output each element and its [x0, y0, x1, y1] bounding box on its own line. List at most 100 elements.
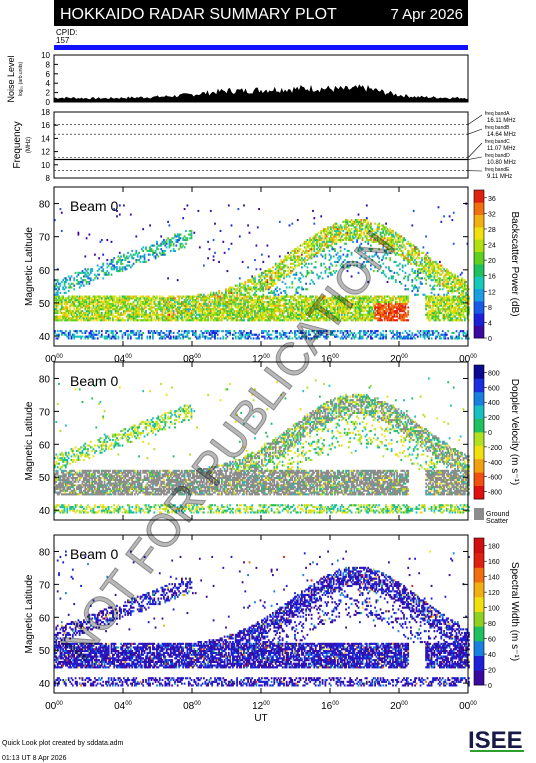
scatter-cell	[99, 335, 102, 338]
scatter-cell	[121, 266, 124, 269]
scatter-cell	[80, 310, 82, 313]
scatter-cell	[219, 229, 222, 233]
scatter-cell	[127, 317, 129, 320]
scatter-cell	[54, 297, 56, 300]
scatter-cell	[160, 310, 163, 313]
scatter-cell	[143, 255, 146, 258]
scatter-cell	[301, 251, 303, 254]
scatter-cell	[186, 331, 189, 335]
scatter-cell	[193, 331, 196, 335]
scatter-cell	[81, 295, 84, 298]
scatter-cell	[408, 333, 411, 336]
scatter-cell	[266, 244, 269, 247]
scatter-cell	[95, 308, 98, 311]
scatter-cell	[167, 317, 169, 320]
scatter-cell	[118, 299, 121, 302]
scatter-cell	[198, 315, 201, 318]
scatter-cell	[178, 248, 180, 251]
scatter-cell	[218, 260, 220, 264]
scatter-cell	[81, 304, 84, 307]
scatter-cell	[160, 299, 163, 302]
scatter-cell	[165, 330, 168, 333]
scatter-cell	[182, 308, 185, 311]
scatter-cell	[67, 333, 70, 336]
scatter-cell	[182, 295, 185, 298]
scatter-cell	[200, 308, 203, 311]
scatter-cell	[95, 333, 98, 336]
scatter-cell	[197, 295, 200, 298]
scatter-cell	[131, 304, 134, 307]
scatter-cell	[73, 304, 76, 307]
scatter-cell	[55, 291, 58, 294]
scatter-cell	[71, 311, 74, 315]
scatter-cell	[299, 280, 302, 284]
scatter-cell	[94, 337, 96, 340]
scatter-cell	[94, 317, 96, 320]
scatter-cell	[160, 337, 163, 340]
scatter-cell	[142, 319, 145, 322]
scatter-cell	[81, 313, 84, 316]
scatter-cell	[132, 331, 135, 335]
scatter-cell	[164, 249, 167, 253]
scatter-cell	[187, 337, 190, 340]
scatter-cell	[149, 315, 151, 318]
scatter-cell	[128, 260, 131, 264]
scatter-cell	[320, 271, 323, 274]
scatter-cell	[190, 233, 193, 236]
scatter-cell	[374, 222, 376, 225]
scatter-cell	[113, 304, 116, 307]
scatter-cell	[120, 330, 122, 333]
scatter-cell	[160, 308, 163, 311]
scatter-cell	[120, 260, 122, 264]
scatter-cell	[136, 313, 139, 316]
scatter-cell	[63, 301, 66, 304]
scatter-cell	[181, 333, 183, 336]
scatter-cell	[83, 317, 85, 320]
scatter-cell	[125, 306, 128, 309]
scatter-cell	[100, 308, 103, 311]
scatter-cell	[84, 301, 87, 304]
scatter-cell	[118, 306, 121, 309]
scatter-cell	[77, 271, 80, 274]
scatter-cell	[209, 209, 212, 213]
scatter-cell	[135, 333, 138, 336]
scatter-cell	[98, 306, 100, 309]
scatter-cell	[70, 313, 73, 316]
scatter-cell	[78, 308, 81, 311]
scatter-cell	[99, 301, 102, 304]
scatter-cell	[197, 209, 200, 213]
scatter-cell	[78, 295, 81, 298]
scatter-cell	[113, 266, 116, 269]
scatter-cell	[60, 299, 63, 302]
scatter-cell	[181, 310, 183, 313]
scatter-cell	[171, 302, 174, 305]
scatter-cell	[106, 259, 109, 262]
scatter-cell	[186, 299, 189, 302]
scatter-cell	[110, 299, 113, 302]
cpid-label: CPID:	[56, 28, 77, 37]
scatter-cell	[193, 299, 196, 302]
scatter-cell	[160, 302, 163, 305]
scatter-cell	[236, 293, 238, 296]
scatter-cell	[66, 302, 69, 305]
scatter-cell	[164, 315, 167, 318]
scatter-cell	[96, 264, 99, 267]
scatter-cell	[214, 251, 216, 254]
scatter-cell	[89, 297, 92, 300]
scatter-cell	[95, 295, 98, 298]
scatter-cell	[145, 295, 147, 298]
scatter-cell	[335, 242, 338, 245]
scatter-cell	[401, 264, 404, 267]
scatter-cell	[77, 315, 80, 318]
scatter-cell	[63, 282, 66, 285]
scatter-cell	[80, 306, 82, 309]
scatter-cell	[150, 302, 153, 305]
scatter-cell	[371, 319, 374, 322]
scatter-cell	[91, 308, 94, 311]
scatter-cell	[78, 330, 81, 333]
scatter-cell	[95, 275, 98, 278]
scatter-cell	[158, 295, 161, 298]
scatter-cell	[103, 337, 106, 340]
scatter-cell	[129, 317, 132, 320]
scatter-cell	[123, 306, 125, 309]
